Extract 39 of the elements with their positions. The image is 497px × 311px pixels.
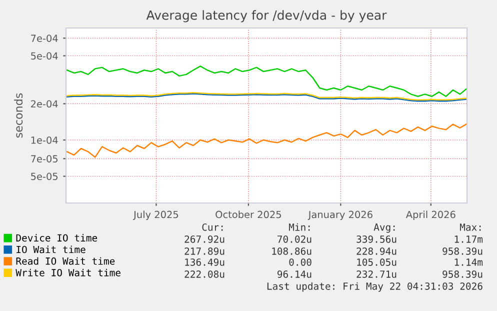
- y-tick-label: 7e-04: [31, 34, 58, 42]
- text: 70.02u: [278, 235, 312, 243]
- line-series: [66, 66, 467, 98]
- legend-label: IO Wait time: [16, 246, 86, 254]
- legend-label: Read IO Wait time: [16, 257, 115, 265]
- text: 339.56u: [356, 235, 396, 243]
- x-tick-label: October 2025: [216, 210, 281, 218]
- y-tick-label: 5e-05: [31, 172, 58, 180]
- text: 232.71u: [356, 270, 396, 278]
- text: 217.89u: [184, 247, 224, 255]
- text: Cur:: [202, 223, 223, 231]
- text: 105.05u: [357, 258, 396, 266]
- text: 96.14u: [277, 270, 312, 278]
- x-tick-label: January 2026: [308, 210, 372, 220]
- text: 958.39u: [442, 270, 482, 278]
- text: 958.39u: [442, 247, 482, 255]
- text: 0.00: [289, 258, 312, 266]
- text: 108.86u: [272, 247, 312, 255]
- text: 1.17m: [454, 236, 483, 243]
- y-tick-label: 7e-05: [31, 155, 58, 162]
- text: Avg:: [374, 224, 395, 233]
- y-tick-label: 1e-04: [31, 136, 58, 144]
- x-tick-label: April 2026: [406, 210, 456, 220]
- text: Min:: [288, 223, 310, 231]
- legend-label: Write IO Wait time: [16, 268, 120, 276]
- text: Max:: [460, 224, 481, 231]
- text: Last update: Fri May 22 04:31:03 2026: [267, 282, 482, 292]
- line-series: [66, 123, 467, 158]
- legend-label: Device IO time: [16, 234, 98, 242]
- text: 228.94u: [356, 247, 396, 255]
- text: 1.14m: [454, 258, 483, 266]
- chart-title: Average latency for /dev/vda - by year: [146, 10, 387, 22]
- text: 267.92u: [184, 235, 224, 243]
- y-tick-label: 5e-04: [31, 52, 58, 60]
- text: 222.08u: [184, 270, 224, 278]
- y-tick-label: 2e-04: [31, 100, 58, 108]
- x-tick-label: July 2025: [133, 210, 178, 220]
- text: 136.49u: [185, 258, 224, 266]
- y-axis-title: seconds: [14, 93, 23, 138]
